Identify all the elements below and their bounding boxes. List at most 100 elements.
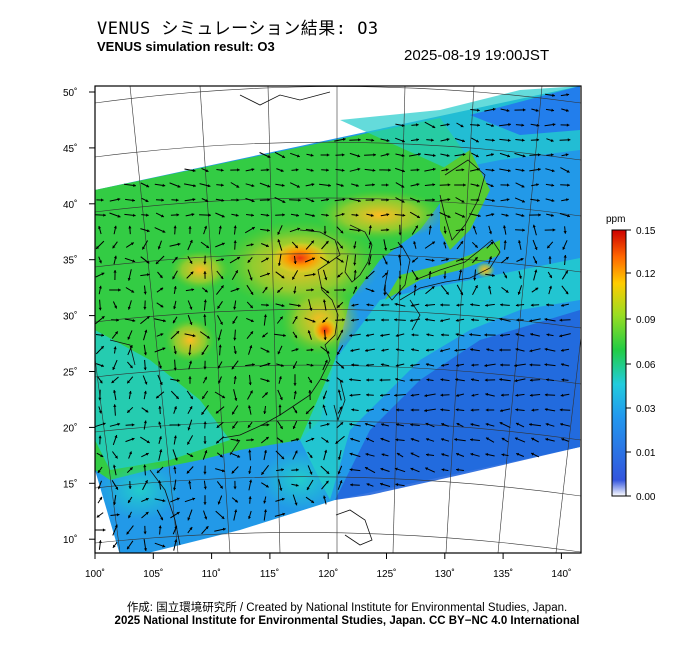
lat-tick-label: 15˚ xyxy=(63,478,77,490)
wind-arrowhead xyxy=(371,198,375,202)
wind-arrowhead xyxy=(233,376,237,379)
wind-arrowhead xyxy=(112,544,116,548)
map-frame xyxy=(94,85,582,554)
wind-arrowhead xyxy=(98,435,102,439)
wind-arrowhead xyxy=(251,184,255,188)
wind-arrowhead xyxy=(529,378,533,382)
wind-arrowhead xyxy=(159,382,163,385)
wind-arrowhead xyxy=(353,245,357,249)
wind-arrowhead xyxy=(386,138,390,142)
wind-arrowhead xyxy=(307,330,311,334)
wind-arrowhead xyxy=(236,198,240,202)
wind-arrowhead xyxy=(461,228,465,232)
lon-tick-label: 110˚ xyxy=(202,568,221,580)
wind-arrowhead xyxy=(249,345,253,349)
wind-arrowhead xyxy=(98,226,102,229)
wind-arrowhead xyxy=(507,183,510,187)
wind-arrowhead xyxy=(547,245,551,249)
wind-arrowhead xyxy=(173,320,176,324)
wind-arrowhead xyxy=(470,438,473,442)
wind-arrowhead xyxy=(446,123,450,127)
wind-arrowhead xyxy=(193,184,196,188)
wind-arrowhead xyxy=(545,437,549,441)
wind-arrowhead xyxy=(132,198,135,202)
wind-arrowhead xyxy=(133,183,136,187)
wind-arrowhead xyxy=(561,438,565,441)
wind-arrowhead xyxy=(113,502,117,505)
wind-arrowhead xyxy=(394,318,397,322)
wind-arrowhead xyxy=(311,288,314,292)
wind-arrowhead xyxy=(215,410,219,414)
wind-arrowhead xyxy=(113,346,117,350)
wind-arrowhead xyxy=(264,392,268,396)
wind-arrowhead xyxy=(410,318,413,323)
wind-arrowhead xyxy=(522,108,526,112)
wind-arrowhead xyxy=(112,245,116,249)
wind-arrowhead xyxy=(535,108,539,112)
wind-arrowhead xyxy=(500,303,503,307)
wind-arrowhead xyxy=(203,261,207,265)
wind-arrowhead xyxy=(432,125,436,128)
wind-arrowhead xyxy=(312,272,316,277)
wind-arrowhead xyxy=(263,509,267,513)
wind-arrowhead xyxy=(221,214,225,218)
wind-arrowhead xyxy=(544,393,548,397)
wind-arrowhead xyxy=(521,184,525,188)
wind-arrowhead xyxy=(342,137,346,141)
wind-arrowhead xyxy=(132,319,136,323)
wind-arrowhead xyxy=(499,348,502,352)
wind-arrowhead xyxy=(474,285,478,289)
wind-arrowhead xyxy=(132,213,136,217)
wind-arrowhead xyxy=(440,303,443,307)
wind-arrowhead xyxy=(432,153,436,157)
wind-arrowhead xyxy=(250,243,254,247)
wind-arrowhead xyxy=(546,303,549,307)
wind-arrowhead xyxy=(250,331,253,335)
wind-arrowhead xyxy=(203,421,207,425)
wind-arrowhead xyxy=(192,497,196,501)
wind-arrowhead xyxy=(386,228,390,232)
wind-arrowhead xyxy=(189,306,193,310)
wind-arrowhead xyxy=(218,380,221,384)
wind-arrowhead xyxy=(176,378,180,382)
wind-arrowhead xyxy=(129,451,132,455)
wind-arrowhead xyxy=(349,378,352,382)
wind-arrowhead xyxy=(371,138,375,142)
wind-arrowhead xyxy=(156,395,160,399)
wind-arrowhead xyxy=(530,303,534,307)
wind-arrowhead xyxy=(233,225,237,229)
wind-arrowhead xyxy=(381,408,385,412)
wind-arrowhead xyxy=(410,452,414,456)
wind-arrowhead xyxy=(129,345,133,348)
wind-vectors xyxy=(95,93,571,551)
wind-arrowhead xyxy=(160,333,164,337)
wind-arrowhead xyxy=(395,333,399,337)
wind-arrowhead xyxy=(402,213,406,217)
wind-arrowhead xyxy=(158,365,162,369)
wind-arrowhead xyxy=(162,499,166,503)
wind-arrowhead xyxy=(129,365,133,369)
wind-arrowhead xyxy=(380,437,384,441)
wind-arrowhead xyxy=(187,517,191,521)
wind-arrowhead xyxy=(342,198,346,202)
wind-arrowhead xyxy=(203,366,207,370)
wind-arrowhead xyxy=(386,198,389,202)
wind-arrowhead xyxy=(251,438,254,442)
wind-arrowhead xyxy=(386,153,390,157)
wind-arrowhead xyxy=(566,169,570,173)
wind-arrowhead xyxy=(384,261,388,265)
wind-arrowhead xyxy=(220,276,224,279)
wind-arrowhead xyxy=(501,453,505,457)
wind-arrowhead xyxy=(267,228,270,232)
wind-arrowhead xyxy=(127,306,131,310)
wind-arrowhead xyxy=(413,284,417,288)
wind-arrowhead xyxy=(325,241,329,244)
wind-arrowhead xyxy=(156,470,160,473)
wind-arrowhead xyxy=(188,352,192,356)
wind-arrowhead xyxy=(394,467,398,471)
wind-arrowhead xyxy=(201,411,205,415)
wind-arrowhead xyxy=(202,396,205,399)
wind-arrowhead xyxy=(337,351,340,355)
wind-arrowhead xyxy=(440,393,444,397)
wind-arrowhead xyxy=(463,183,466,187)
